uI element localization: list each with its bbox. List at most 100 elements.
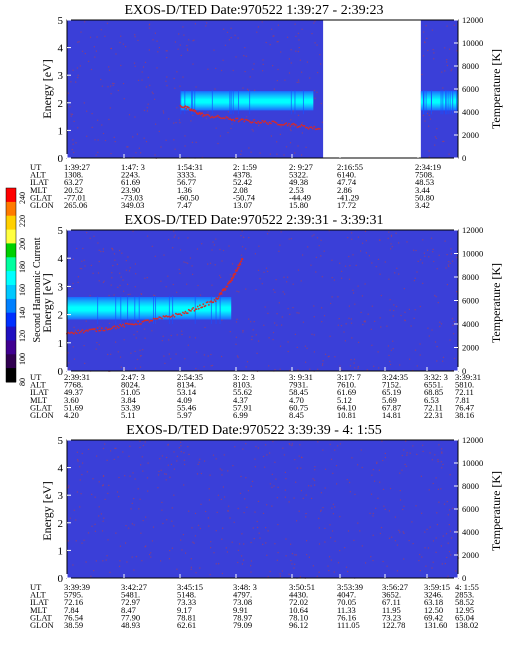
noise-point xyxy=(390,349,392,351)
temperature-point xyxy=(135,323,138,326)
noise-point xyxy=(288,501,290,503)
noise-point xyxy=(252,130,254,132)
noise-point xyxy=(76,67,78,69)
noise-point xyxy=(108,69,111,71)
noise-point xyxy=(250,321,252,323)
noise-point xyxy=(176,460,178,462)
noise-point xyxy=(132,472,134,474)
noise-point xyxy=(164,362,166,364)
noise-point xyxy=(371,474,373,476)
noise-point xyxy=(132,230,134,232)
table-cell: 78.81 xyxy=(177,612,196,622)
colorbar-swatch xyxy=(6,298,16,314)
temperature-point xyxy=(184,310,187,313)
noise-point xyxy=(440,461,442,463)
noise-point xyxy=(111,272,113,274)
noise-point xyxy=(138,147,140,149)
temperature-point xyxy=(278,123,281,126)
noise-point xyxy=(97,242,99,244)
table-cell: 12.95 xyxy=(455,605,474,615)
noise-point xyxy=(71,288,73,290)
table-cell: 23.90 xyxy=(121,185,140,195)
noise-point xyxy=(168,339,170,341)
noise-point xyxy=(339,365,341,367)
colorbar-swatch xyxy=(6,229,16,244)
noise-point xyxy=(284,489,286,491)
temperature-point xyxy=(138,323,141,325)
noise-point xyxy=(450,253,452,255)
noise-point xyxy=(119,284,121,287)
noise-point xyxy=(141,71,143,73)
noise-point xyxy=(235,343,237,345)
temperature-point xyxy=(137,320,140,323)
noise-point xyxy=(100,29,102,31)
noise-point xyxy=(90,68,93,71)
noise-point xyxy=(372,515,374,517)
noise-point xyxy=(143,109,145,111)
noise-point xyxy=(231,123,233,125)
noise-point xyxy=(277,552,279,554)
noise-point xyxy=(110,153,112,155)
noise-point xyxy=(320,63,322,65)
table-cell: 7931. xyxy=(289,380,308,390)
noise-point xyxy=(166,456,168,459)
noise-point xyxy=(133,524,135,526)
noise-point xyxy=(278,302,280,304)
noise-point xyxy=(451,260,454,262)
noise-point xyxy=(142,470,144,472)
temperature-point xyxy=(161,317,163,320)
noise-point xyxy=(101,530,104,532)
noise-point xyxy=(160,560,162,562)
noise-point xyxy=(294,563,296,565)
temperature-point xyxy=(240,118,243,121)
noise-point xyxy=(139,446,141,449)
noise-point xyxy=(402,531,404,533)
noise-point xyxy=(345,323,347,325)
temperature-point xyxy=(212,116,215,119)
noise-point xyxy=(144,441,146,443)
noise-point xyxy=(257,526,259,529)
noise-point xyxy=(77,41,79,43)
noise-point xyxy=(190,120,192,122)
noise-point xyxy=(129,475,131,477)
noise-point xyxy=(240,254,243,256)
noise-point xyxy=(449,509,451,511)
noise-point xyxy=(147,490,149,492)
noise-point xyxy=(419,343,421,345)
noise-point xyxy=(258,125,260,127)
colorbar-swatch xyxy=(6,312,16,328)
table-cell: 2.53 xyxy=(289,185,304,195)
y2tick-label: 8000 xyxy=(462,481,479,491)
noise-point xyxy=(122,279,124,281)
temperature-point xyxy=(84,330,87,332)
noise-point xyxy=(110,450,112,452)
table-cell: 73.33 xyxy=(177,597,196,607)
noise-point xyxy=(192,273,194,275)
noise-point xyxy=(428,150,430,152)
temperature-point xyxy=(265,122,268,124)
noise-point xyxy=(75,142,77,144)
colorbar-swatch xyxy=(6,201,16,217)
temperature-point xyxy=(175,312,177,315)
noise-point xyxy=(272,339,274,341)
noise-point xyxy=(144,277,146,279)
noise-point xyxy=(79,466,81,468)
noise-point xyxy=(209,474,211,476)
noise-point xyxy=(219,468,221,470)
temperature-point xyxy=(177,313,180,316)
noise-point xyxy=(266,554,268,556)
noise-point xyxy=(412,445,414,447)
temperature-point xyxy=(187,106,190,109)
temperature-point xyxy=(229,118,232,121)
temperature-point xyxy=(191,308,194,310)
noise-point xyxy=(372,469,374,471)
noise-point xyxy=(72,564,74,566)
noise-point xyxy=(122,43,124,45)
noise-point xyxy=(91,525,93,527)
noise-point xyxy=(70,113,72,115)
temperature-point xyxy=(311,127,314,130)
noise-point xyxy=(102,484,104,486)
noise-point xyxy=(139,355,141,357)
noise-point xyxy=(365,562,367,564)
